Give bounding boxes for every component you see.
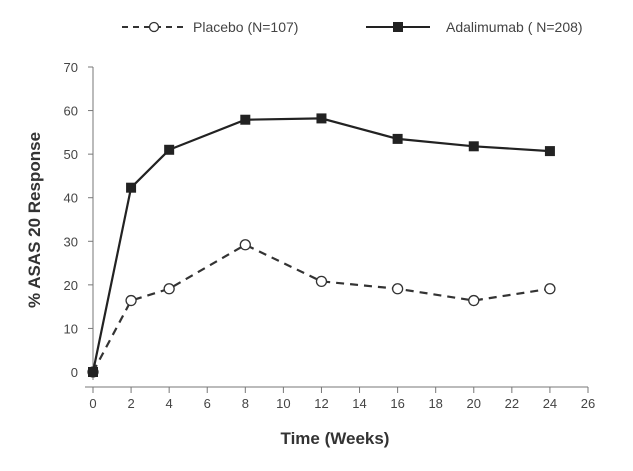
legend-adalimumab-label: Adalimumab ( N=208) (446, 19, 583, 35)
y-axis-label: % ASAS 20 Response (25, 132, 44, 308)
y-tick-label: 30 (64, 234, 78, 249)
y-tick-label: 70 (64, 60, 78, 75)
adalimumab-point (164, 144, 175, 155)
y-tick-label: 60 (64, 104, 78, 119)
y-tick-label: 20 (64, 278, 78, 293)
x-tick-label: 20 (467, 396, 481, 411)
legend: Placebo (N=107) Adalimumab ( N=208) (122, 19, 583, 35)
placebo-point (315, 275, 328, 288)
x-axis-label: Time (Weeks) (281, 429, 390, 448)
series-line-adalimumab (91, 117, 550, 373)
x-tick-label: 24 (543, 396, 557, 411)
y-tick-label: 50 (64, 147, 78, 162)
x-tick-label: 12 (314, 396, 328, 411)
adalimumab-point (240, 114, 251, 125)
placebo-point (125, 294, 137, 307)
x-tick-label: 2 (127, 396, 134, 411)
placebo-point (468, 294, 480, 307)
x-tick-label: 10 (276, 396, 290, 411)
placebo-point (544, 283, 556, 295)
x-tick-label: 22 (505, 396, 519, 411)
x-tick-label: 8 (242, 396, 249, 411)
y-tick-label: 10 (64, 321, 78, 336)
adalimumab-point (468, 141, 479, 152)
x-tick-label: 18 (428, 396, 442, 411)
placebo-point (391, 283, 404, 295)
x-tick-label: 6 (204, 396, 211, 411)
adalimumab-point (544, 146, 555, 157)
x-tick-label: 14 (352, 396, 366, 411)
x-tick-label: 26 (581, 396, 595, 411)
adalimumab-point (88, 367, 98, 377)
y-tick-label: 40 (64, 191, 78, 206)
y-tick-label: 0 (71, 365, 78, 380)
legend-placebo-marker (148, 21, 160, 33)
legend-adalimumab-marker (393, 22, 403, 32)
legend-placebo-label: Placebo (N=107) (193, 19, 298, 35)
placebo-point (163, 283, 175, 295)
x-tick-label: 16 (390, 396, 404, 411)
adalimumab-point (126, 182, 137, 193)
adalimumab-point (316, 113, 327, 124)
series-line-placebo (92, 243, 551, 373)
x-tick-label: 0 (89, 396, 96, 411)
placebo-point (239, 239, 251, 251)
adalimumab-point (392, 133, 403, 144)
x-tick-label: 4 (166, 396, 173, 411)
